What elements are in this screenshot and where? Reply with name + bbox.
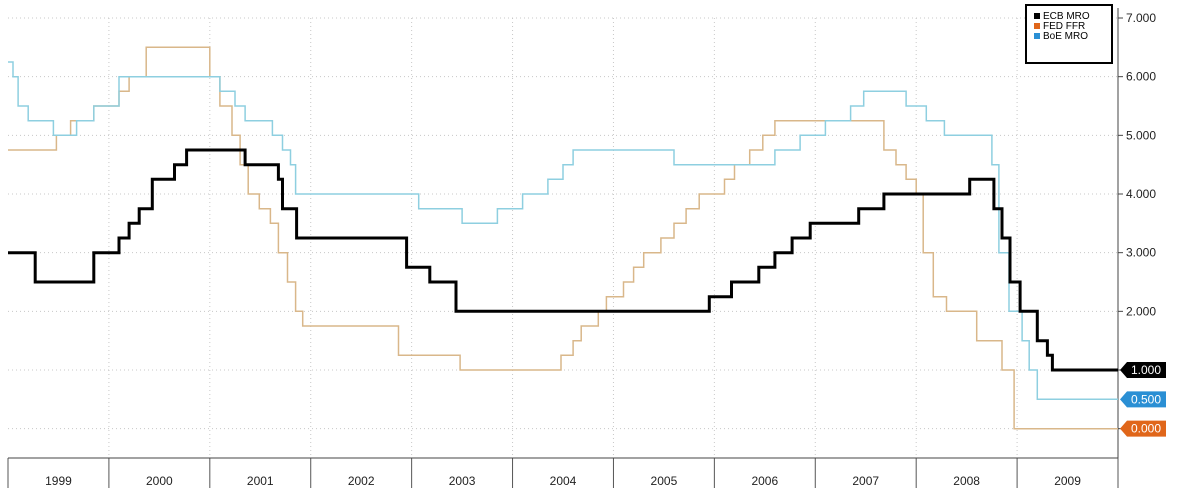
x-tick-label: 2003 (449, 474, 476, 488)
x-tick-label: 2004 (550, 474, 577, 488)
x-tick-label: 2006 (751, 474, 778, 488)
y-tick-label: 6.000 (1126, 70, 1156, 84)
last-value-tag-boe-mro: 0.500 (1120, 391, 1166, 408)
last-value-tag-text: 1.000 (1131, 363, 1161, 377)
y-tick-label: 3.000 (1126, 246, 1156, 260)
series-lines (8, 46, 1118, 430)
legend-swatch (1034, 33, 1040, 39)
last-value-tag-fed-ffr: 0.000 (1120, 420, 1166, 437)
y-tick-label: 7.000 (1126, 11, 1156, 25)
last-value-tag-bg (1120, 362, 1166, 378)
x-tick-label: 2007 (852, 474, 879, 488)
legend-item-label: FED FFR (1043, 21, 1085, 32)
x-tick-label: 2009 (1054, 474, 1081, 488)
series-line-fed-ffr (8, 46, 1118, 430)
legend-swatch (1034, 23, 1040, 29)
x-tick-label: 1999 (45, 474, 72, 488)
legend-swatch (1034, 13, 1040, 19)
series-line-ecb-mro (8, 148, 1118, 372)
x-tick-label: 2005 (651, 474, 678, 488)
legend-item-label: ECB MRO (1043, 11, 1090, 22)
y-tick-label: 4.000 (1126, 187, 1156, 201)
last-value-tag-bg (1120, 420, 1166, 437)
x-tick-label: 2002 (348, 474, 375, 488)
value-labels: 1.000 0.000 0.500 (1120, 362, 1166, 437)
last-value-tag-text: 0.500 (1131, 392, 1161, 406)
legend-item-label: BoE MRO (1043, 31, 1088, 42)
y-tick-label: 5.000 (1126, 128, 1156, 142)
last-value-tag-bg (1120, 391, 1166, 408)
x-tick-label: 2000 (146, 474, 173, 488)
x-tick-label: 2008 (953, 474, 980, 488)
last-value-tag-ecb-mro: 1.000 (1120, 362, 1166, 378)
axes: 2.000 3.000 4.000 5.000 6.000 7.000 1999 2000 20… (7, 8, 1156, 488)
y-tick-label: 2.000 (1126, 304, 1156, 318)
x-tick-label: 2001 (247, 474, 274, 488)
last-value-tag-text: 0.000 (1131, 422, 1161, 436)
series-line-boe-mro (8, 61, 1118, 401)
grid (8, 17, 1118, 458)
legend-box (1025, 4, 1113, 64)
